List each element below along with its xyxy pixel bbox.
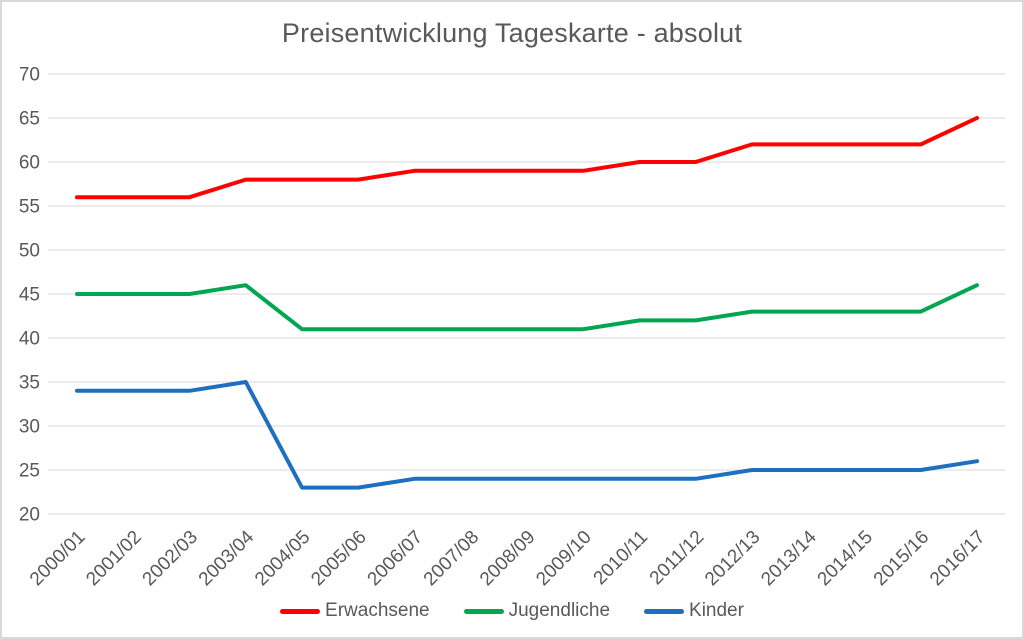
- x-tick-label: 2001/02: [82, 527, 145, 590]
- x-tick-label: 2007/08: [420, 527, 483, 590]
- x-tick-label: 2002/03: [139, 527, 202, 590]
- x-tick-label: 2004/05: [251, 527, 314, 590]
- legend-item-jugendliche: Jugendliche: [463, 600, 611, 622]
- legend-swatch-icon: [644, 608, 685, 614]
- y-tick-label: 55: [19, 197, 40, 218]
- legend-label: Kinder: [689, 600, 744, 621]
- y-tick-label: 50: [19, 241, 40, 262]
- legend-swatch-icon: [280, 608, 321, 614]
- x-tick-label: 2008/09: [476, 527, 539, 590]
- legend-item-kinder: Kinder: [644, 600, 744, 622]
- x-tick-label: 2011/12: [646, 527, 708, 589]
- y-tick-label: 40: [19, 329, 40, 350]
- y-tick-label: 20: [19, 505, 40, 526]
- series-line-erwachsene: [75, 116, 979, 200]
- chart-title: Preisentwicklung Tageskarte - absolut: [281, 18, 743, 48]
- legend-item-erwachsene: Erwachsene: [280, 600, 430, 622]
- y-tick-label: 45: [19, 285, 40, 306]
- x-tick-label: 2015/16: [870, 527, 933, 590]
- x-tick-label: 2012/13: [701, 527, 764, 590]
- y-tick-label: 70: [19, 65, 40, 86]
- y-tick-label: 30: [19, 417, 40, 438]
- x-tick-label: 2006/07: [364, 527, 427, 590]
- legend-swatch-icon: [463, 608, 504, 614]
- legend: Erwachsene Jugendliche Kinder: [2, 600, 1022, 622]
- series-line-jugendliche: [75, 283, 979, 332]
- legend-label: Erwachsene: [325, 600, 430, 621]
- x-tick-label: 2013/14: [757, 526, 821, 590]
- x-tick-label: 2005/06: [307, 527, 370, 590]
- x-tick-label: 2016/17: [926, 527, 989, 590]
- x-tick-label: 2009/10: [532, 527, 595, 590]
- x-tick-label: 2010/11: [590, 527, 652, 589]
- y-tick-label: 65: [19, 109, 40, 130]
- x-tick-label: 2000/01: [26, 527, 89, 590]
- legend-label: Jugendliche: [508, 600, 611, 621]
- x-tick-label: 2003/04: [195, 526, 259, 590]
- y-tick-label: 25: [19, 461, 40, 482]
- y-tick-label: 35: [19, 373, 40, 394]
- series-line-kinder: [75, 380, 979, 490]
- x-tick-label: 2014/15: [814, 527, 877, 590]
- y-tick-label: 60: [19, 153, 40, 174]
